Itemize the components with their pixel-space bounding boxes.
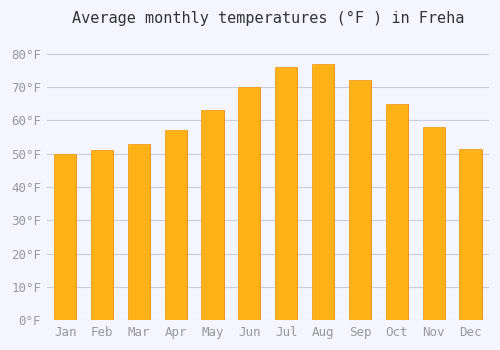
Bar [349,80,371,320]
Bar [460,149,481,320]
Bar [312,64,334,320]
Bar [54,154,76,320]
Bar [422,127,444,320]
Bar [202,110,224,320]
Bar [238,87,260,320]
Bar [128,144,150,320]
Bar [275,67,297,320]
Title: Average monthly temperatures (°F ) in Freha: Average monthly temperatures (°F ) in Fr… [72,11,464,26]
Bar [275,67,297,320]
Bar [54,154,76,320]
Bar [202,110,224,320]
Bar [164,130,186,320]
Bar [312,64,334,320]
Bar [238,87,260,320]
Bar [386,104,408,320]
Bar [91,150,113,320]
Bar [460,149,481,320]
Bar [128,144,150,320]
Bar [349,80,371,320]
Bar [91,150,113,320]
Bar [386,104,408,320]
Bar [164,130,186,320]
Bar [422,127,444,320]
